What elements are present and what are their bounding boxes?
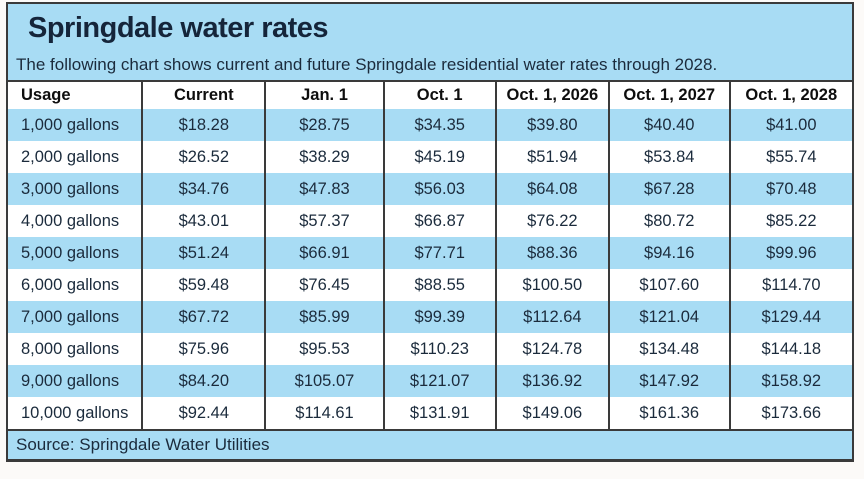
table-row: 9,000 gallons $84.20 $105.07 $121.07 $136.92… <box>8 365 852 397</box>
rate-cell: $70.48 <box>728 173 852 205</box>
rate-cell: $40.40 <box>607 109 730 141</box>
rate-cell: $57.37 <box>264 205 384 237</box>
rate-cell: $53.84 <box>607 141 730 173</box>
usage-cell: 4,000 gallons <box>21 211 120 230</box>
rate-cell: $99.96 <box>728 237 852 269</box>
column-header: Oct. 1, 2028 <box>728 81 852 109</box>
column-header: Current <box>141 81 266 109</box>
table-row: 4,000 gallons $43.01 $57.37 $66.87 $76.22 $80… <box>8 205 852 237</box>
usage-cell: 6,000 gallons <box>21 275 120 294</box>
rate-cell: $105.07 <box>264 365 384 397</box>
rate-cell: $76.22 <box>494 205 609 237</box>
rates-table-body: 1,000 gallons $18.28 $28.75 $34.35 $39.80 $40… <box>8 109 852 429</box>
rate-cell: $45.19 <box>382 141 496 173</box>
table-row: 2,000 gallons $26.52 $38.29 $45.19 $51.94 $53… <box>8 141 852 173</box>
rate-cell: $77.71 <box>382 237 496 269</box>
rate-cell: $173.66 <box>728 397 852 429</box>
rate-cell: $76.45 <box>264 269 384 301</box>
usage-cell: 10,000 gallons <box>21 403 129 422</box>
rate-cell: $95.53 <box>264 333 384 365</box>
rate-cell: $85.99 <box>264 301 384 333</box>
rate-cell: $28.75 <box>264 109 384 141</box>
rate-cell: $66.87 <box>382 205 496 237</box>
rate-cell: $114.70 <box>728 269 852 301</box>
rate-cell: $161.36 <box>607 397 730 429</box>
rate-cell: $107.60 <box>607 269 730 301</box>
column-header: Usage <box>8 81 143 109</box>
rate-cell: $64.08 <box>494 173 609 205</box>
rate-cell: $94.16 <box>607 237 730 269</box>
table-row: 1,000 gallons $18.28 $28.75 $34.35 $39.80 $40… <box>8 109 852 141</box>
rate-cell: $124.78 <box>494 333 609 365</box>
rate-cell: $67.28 <box>607 173 730 205</box>
rate-cell: $114.61 <box>264 397 384 429</box>
rate-cell: $144.18 <box>728 333 852 365</box>
rate-cell: $41.00 <box>728 109 852 141</box>
rate-cell: $121.04 <box>607 301 730 333</box>
rate-cell: $56.03 <box>382 173 496 205</box>
table-row: 3,000 gallons $34.76 $47.83 $56.03 $64.08 $67… <box>8 173 852 205</box>
rate-cell: $34.35 <box>382 109 496 141</box>
usage-cell: 3,000 gallons <box>21 179 120 198</box>
rate-cell: $59.48 <box>141 269 266 301</box>
column-header: Oct. 1, 2027 <box>607 81 730 109</box>
usage-cell: 2,000 gallons <box>21 147 120 166</box>
header-row: Usage Current Jan. 1 Oct. 1 Oct. 1, 2026 Oct.… <box>8 81 852 109</box>
column-header: Oct. 1, 2026 <box>494 81 609 109</box>
rate-cell: $129.44 <box>728 301 852 333</box>
rate-cell: $99.39 <box>382 301 496 333</box>
rate-cell: $85.22 <box>728 205 852 237</box>
table-row: 5,000 gallons $51.24 $66.91 $77.71 $88.36 $94… <box>8 237 852 269</box>
rate-cell: $110.23 <box>382 333 496 365</box>
table-row: 10,000 gallons $92.44 $114.61 $131.91 $149.0… <box>8 397 852 429</box>
water-rates-infographic: Springdale water rates The following cha… <box>6 2 854 462</box>
page-title: Springdale water rates <box>28 12 329 44</box>
rate-cell: $67.72 <box>141 301 266 333</box>
column-header: Oct. 1 <box>382 81 496 109</box>
rate-cell: $88.55 <box>382 269 496 301</box>
rate-cell: $88.36 <box>494 237 609 269</box>
rate-cell: $131.91 <box>382 397 496 429</box>
rate-cell: $34.76 <box>141 173 266 205</box>
usage-cell: 7,000 gallons <box>21 307 120 326</box>
table-row: 7,000 gallons $67.72 $85.99 $99.39 $112.64 $1… <box>8 301 852 333</box>
rate-cell: $134.48 <box>607 333 730 365</box>
rate-cell: $158.92 <box>728 365 852 397</box>
rate-cell: $112.64 <box>494 301 609 333</box>
usage-cell: 9,000 gallons <box>21 371 120 390</box>
rates-table-header: Usage Current Jan. 1 Oct. 1 Oct. 1, 2026 Oct.… <box>8 81 852 109</box>
rate-cell: $55.74 <box>728 141 852 173</box>
rate-cell: $18.28 <box>141 109 266 141</box>
rate-cell: $39.80 <box>494 109 609 141</box>
rates-table: Usage Current Jan. 1 Oct. 1 Oct. 1, 2026 Oct.… <box>8 80 852 429</box>
table-row: 8,000 gallons $75.96 $95.53 $110.23 $124.78 $… <box>8 333 852 365</box>
table-row: 6,000 gallons $59.48 $76.45 $88.55 $100.50 $1… <box>8 269 852 301</box>
rate-cell: $149.06 <box>494 397 609 429</box>
rate-cell: $26.52 <box>141 141 266 173</box>
rate-cell: $80.72 <box>607 205 730 237</box>
rate-cell: $136.92 <box>494 365 609 397</box>
usage-cell: 8,000 gallons <box>21 339 120 358</box>
rate-cell: $100.50 <box>494 269 609 301</box>
rate-cell: $66.91 <box>264 237 384 269</box>
subtitle: The following chart shows current and fu… <box>16 55 718 74</box>
column-header: Jan. 1 <box>264 81 384 109</box>
rate-cell: $75.96 <box>141 333 266 365</box>
rate-cell: $121.07 <box>382 365 496 397</box>
rate-cell: $38.29 <box>264 141 384 173</box>
rate-cell: $43.01 <box>141 205 266 237</box>
rate-cell: $47.83 <box>264 173 384 205</box>
rate-cell: $51.94 <box>494 141 609 173</box>
rate-cell: $147.92 <box>607 365 730 397</box>
rate-cell: $92.44 <box>141 397 266 429</box>
source-credit: Source: Springdale Water Utilities <box>8 429 852 459</box>
rate-cell: $84.20 <box>141 365 266 397</box>
rate-cell: $51.24 <box>141 237 266 269</box>
usage-cell: 1,000 gallons <box>21 115 120 134</box>
usage-cell: 5,000 gallons <box>21 243 120 262</box>
